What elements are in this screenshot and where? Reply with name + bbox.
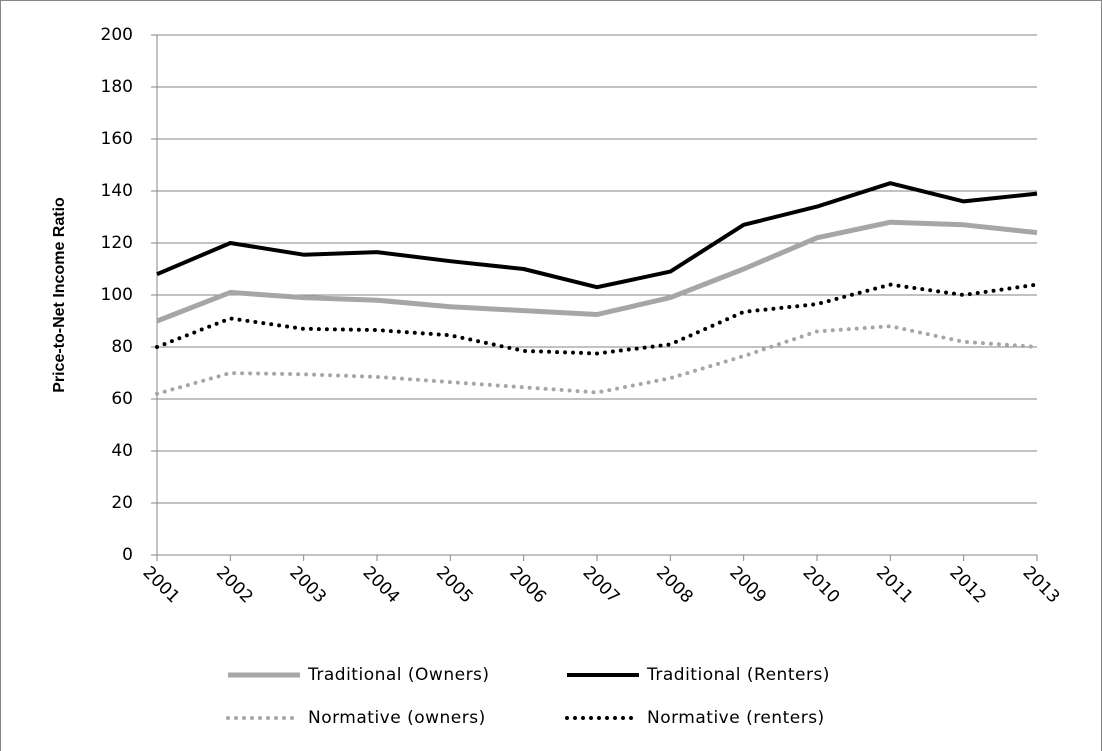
y-axis-label: Price-to-Net Income Ratio: [51, 197, 68, 393]
series-line: [155, 282, 1039, 356]
legend-label: Traditional (Renters): [646, 665, 830, 685]
y-tick-label: 100: [101, 285, 133, 305]
y-tick-label: 140: [101, 181, 133, 201]
y-tick-label: 40: [111, 441, 133, 461]
y-tick-label: 80: [111, 337, 133, 357]
legend-label: Normative (owners): [308, 708, 486, 728]
y-tick-label: 0: [122, 545, 133, 565]
legend-label: Normative (renters): [647, 708, 825, 728]
y-tick-label: 160: [101, 129, 133, 149]
y-tick-label: 60: [111, 389, 133, 409]
y-tick-label: 200: [101, 25, 133, 45]
legend-label: Traditional (Owners): [307, 665, 490, 685]
y-tick-label: 20: [111, 493, 133, 513]
series-line: [156, 219, 1038, 324]
y-tick-label: 120: [101, 233, 133, 253]
series-line: [155, 324, 1039, 396]
y-tick-label: 180: [101, 77, 133, 97]
series-line: [156, 181, 1038, 290]
